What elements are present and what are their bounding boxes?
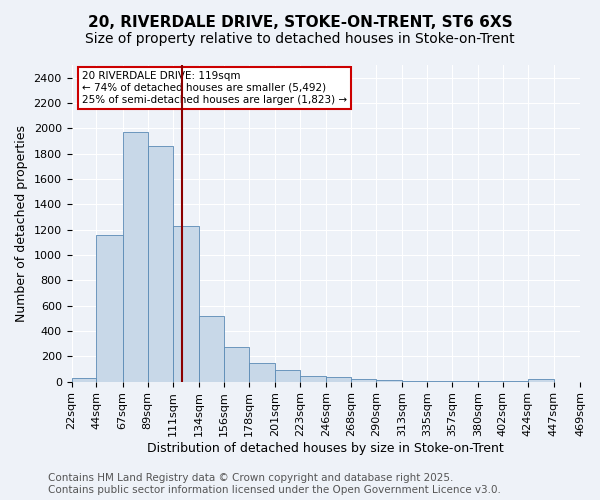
- Text: 20, RIVERDALE DRIVE, STOKE-ON-TRENT, ST6 6XS: 20, RIVERDALE DRIVE, STOKE-ON-TRENT, ST6…: [88, 15, 512, 30]
- Bar: [503, 381, 528, 382]
- Bar: [452, 381, 478, 382]
- Bar: [224, 348, 248, 382]
- Bar: [148, 146, 173, 382]
- Bar: [402, 381, 427, 382]
- Text: 20 RIVERDALE DRIVE: 119sqm
← 74% of detached houses are smaller (5,492)
25% of s: 20 RIVERDALE DRIVE: 119sqm ← 74% of deta…: [82, 72, 347, 104]
- Text: Contains HM Land Registry data © Crown copyright and database right 2025.
Contai: Contains HM Land Registry data © Crown c…: [48, 474, 501, 495]
- Bar: [71, 378, 97, 382]
- Bar: [351, 379, 376, 382]
- Bar: [299, 376, 326, 382]
- Bar: [275, 370, 299, 382]
- Bar: [326, 376, 351, 382]
- Y-axis label: Number of detached properties: Number of detached properties: [15, 125, 28, 322]
- Bar: [427, 381, 452, 382]
- Bar: [478, 381, 503, 382]
- X-axis label: Distribution of detached houses by size in Stoke-on-Trent: Distribution of detached houses by size …: [148, 442, 504, 455]
- Bar: [528, 379, 554, 382]
- Bar: [376, 380, 402, 382]
- Bar: [173, 226, 199, 382]
- Bar: [122, 132, 148, 382]
- Bar: [199, 316, 224, 382]
- Bar: [248, 362, 275, 382]
- Text: Size of property relative to detached houses in Stoke-on-Trent: Size of property relative to detached ho…: [85, 32, 515, 46]
- Bar: [97, 234, 122, 382]
